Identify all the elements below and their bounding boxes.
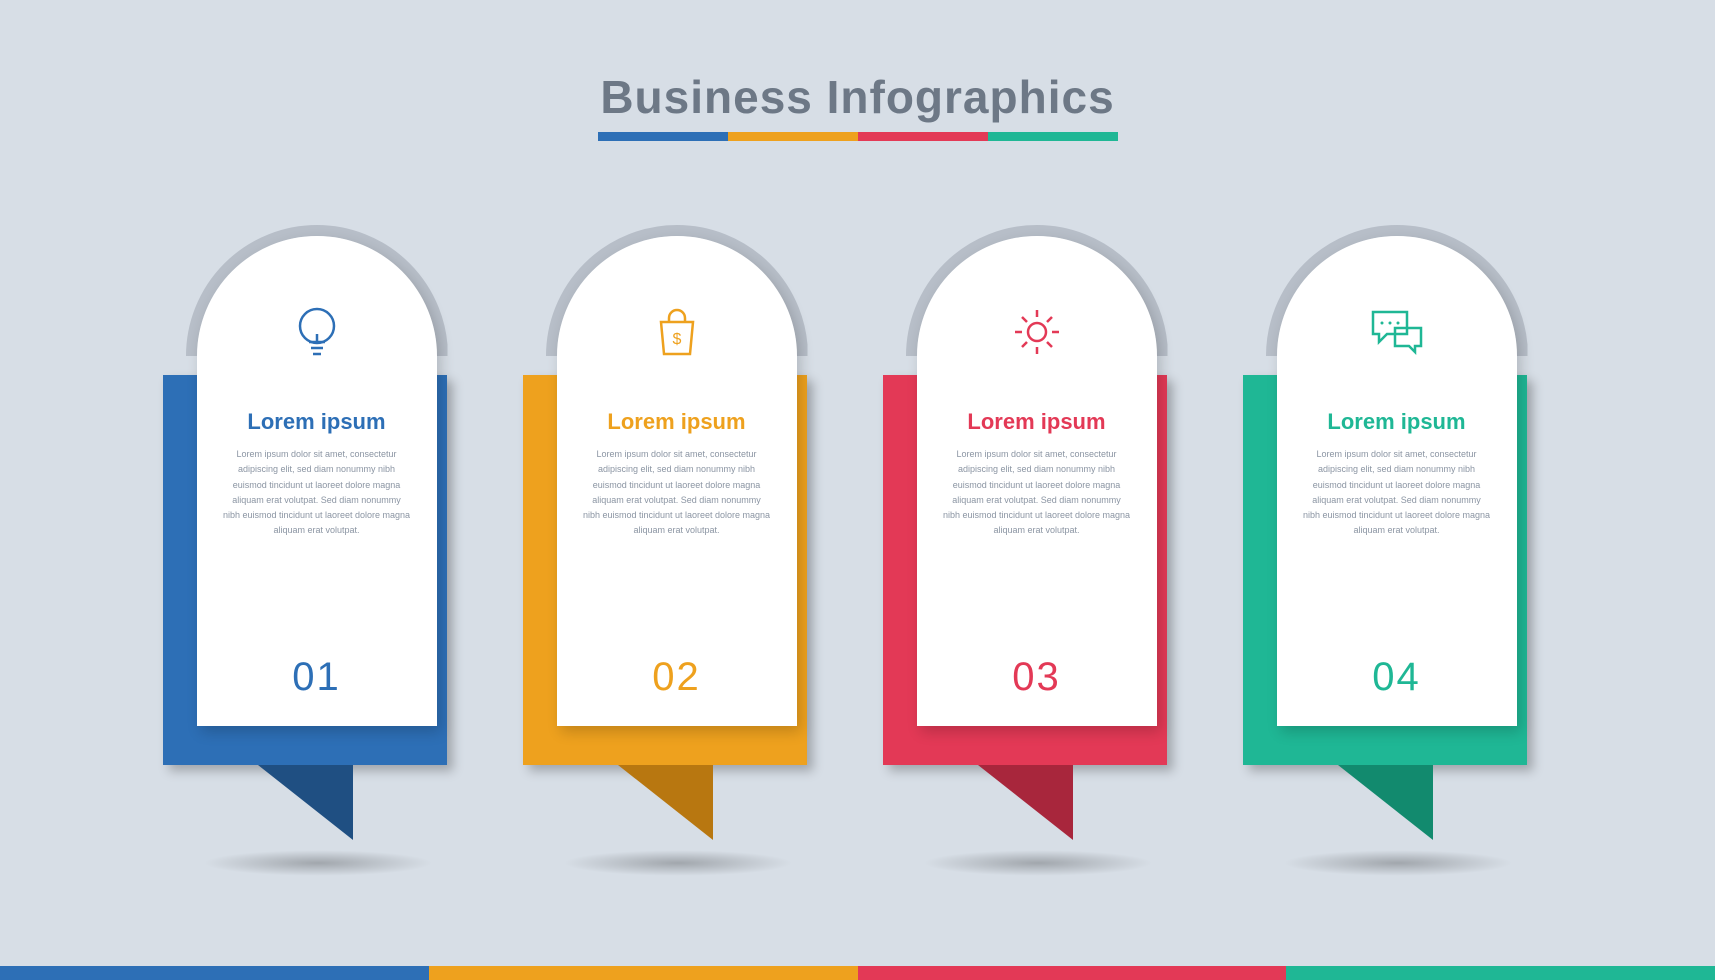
floor-shadow bbox=[563, 850, 793, 876]
floor-shadow bbox=[923, 850, 1153, 876]
floor-shadow bbox=[1283, 850, 1513, 876]
svg-text:$: $ bbox=[672, 331, 681, 348]
card-02: $ Lorem ipsum Lorem ipsum dolor sit amet… bbox=[523, 225, 833, 865]
title-underline bbox=[598, 132, 1118, 141]
underline-seg-blue bbox=[598, 132, 728, 141]
card-tail bbox=[258, 765, 353, 840]
card-description: Lorem ipsum dolor sit amet, consectetur … bbox=[1299, 447, 1495, 539]
card-title: Lorem ipsum bbox=[1327, 409, 1465, 435]
strip-seg-teal bbox=[1286, 966, 1715, 980]
card-title: Lorem ipsum bbox=[247, 409, 385, 435]
card-number: 04 bbox=[1372, 655, 1421, 700]
card-description: Lorem ipsum dolor sit amet, consectetur … bbox=[939, 447, 1135, 539]
card-tail bbox=[978, 765, 1073, 840]
strip-seg-blue bbox=[0, 966, 429, 980]
lightbulb-icon bbox=[285, 284, 349, 379]
page-title: Business Infographics bbox=[0, 70, 1715, 124]
card-description: Lorem ipsum dolor sit amet, consectetur … bbox=[579, 447, 775, 539]
card-description: Lorem ipsum dolor sit amet, consectetur … bbox=[219, 447, 415, 539]
strip-seg-orange bbox=[429, 966, 858, 980]
card-title: Lorem ipsum bbox=[967, 409, 1105, 435]
card-body-panel: $ Lorem ipsum Lorem ipsum dolor sit amet… bbox=[557, 236, 797, 726]
strip-seg-red bbox=[858, 966, 1287, 980]
cards-row: Lorem ipsum Lorem ipsum dolor sit amet, … bbox=[0, 225, 1715, 865]
card-number: 03 bbox=[1012, 655, 1061, 700]
card-tail bbox=[1338, 765, 1433, 840]
card-01: Lorem ipsum Lorem ipsum dolor sit amet, … bbox=[163, 225, 473, 865]
card-number: 02 bbox=[652, 655, 701, 700]
card-body-panel: Lorem ipsum Lorem ipsum dolor sit amet, … bbox=[917, 236, 1157, 726]
card-body-panel: Lorem ipsum Lorem ipsum dolor sit amet, … bbox=[197, 236, 437, 726]
card-tail bbox=[618, 765, 713, 840]
underline-seg-red bbox=[858, 132, 988, 141]
card-04: Lorem ipsum Lorem ipsum dolor sit amet, … bbox=[1243, 225, 1553, 865]
floor-shadow bbox=[203, 850, 433, 876]
underline-seg-teal bbox=[988, 132, 1118, 141]
card-number: 01 bbox=[292, 655, 341, 700]
chat-icon bbox=[1365, 284, 1429, 379]
infographic-canvas: Business Infographics Lorem ipsum L bbox=[0, 0, 1715, 980]
bottom-color-strip bbox=[0, 966, 1715, 980]
gear-icon bbox=[1005, 284, 1069, 379]
card-03: Lorem ipsum Lorem ipsum dolor sit amet, … bbox=[883, 225, 1193, 865]
card-body-panel: Lorem ipsum Lorem ipsum dolor sit amet, … bbox=[1277, 236, 1517, 726]
card-title: Lorem ipsum bbox=[607, 409, 745, 435]
underline-seg-orange bbox=[728, 132, 858, 141]
shopping-bag-icon: $ bbox=[645, 284, 709, 379]
